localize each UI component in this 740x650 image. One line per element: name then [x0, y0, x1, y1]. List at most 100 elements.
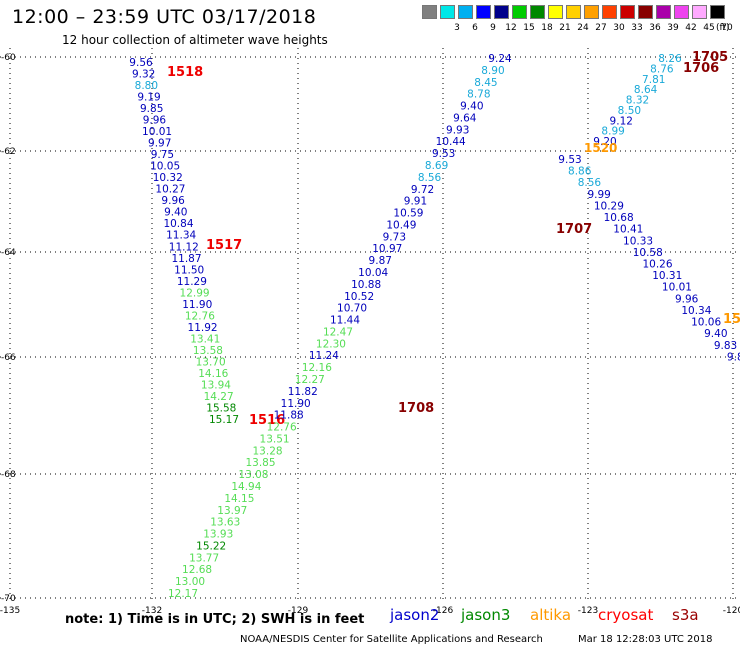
- lon-tick-label: -126: [433, 606, 454, 616]
- wave-height-label: 13.77: [189, 552, 219, 564]
- wave-height-label: 8.99: [601, 126, 624, 138]
- pass-time-label: 15: [723, 312, 740, 327]
- wave-height-label: 8.26: [658, 53, 682, 65]
- wave-height-label: 11.29: [177, 276, 207, 288]
- wave-height-label: 10.88: [351, 279, 381, 291]
- wave-height-label: 13.51: [260, 433, 290, 445]
- wave-height-label: 9.53: [558, 154, 581, 166]
- wave-height-label: 11.50: [174, 264, 204, 276]
- legend-label: 9: [490, 23, 496, 33]
- wave-height-label: 8.69: [425, 160, 448, 172]
- legend-swatch: [422, 5, 437, 19]
- page-title: 12:00 – 23:59 UTC 03/17/2018: [12, 6, 317, 28]
- lon-tick-label: -135: [0, 606, 20, 616]
- legend-label: 12: [505, 23, 517, 33]
- page-subtitle: 12 hour collection of altimeter wave hei…: [62, 33, 328, 47]
- wave-height-label: 12.16: [302, 362, 332, 374]
- wave-height-label: 10.33: [623, 235, 653, 247]
- legend-swatch: [512, 5, 527, 19]
- satellite-cryosat: cryosat: [598, 606, 654, 624]
- wave-height-label: 13.41: [190, 333, 220, 345]
- wave-height-label: 11.87: [171, 253, 201, 265]
- satellite-s3a: s3a: [672, 606, 699, 624]
- wave-height-label: 9.53: [432, 148, 455, 160]
- wave-height-label: 15.58: [206, 402, 236, 414]
- wave-height-label: 14.27: [204, 391, 234, 403]
- wave-height-label: 9.99: [587, 189, 610, 201]
- legend-label: 42: [685, 23, 697, 33]
- pass-time-label: 1708: [398, 401, 434, 416]
- legend-swatch: [584, 5, 599, 19]
- wave-height-label: 13.93: [203, 529, 233, 541]
- wave-height-label: 15.17: [209, 414, 239, 426]
- wave-height-label: 8.50: [618, 105, 641, 117]
- legend-label: 27: [595, 23, 607, 33]
- legend-label: 30: [613, 23, 625, 33]
- footer-timestamp: Mar 18 12:28:03 UTC 2018: [578, 634, 713, 645]
- wave-height-label: 9.73: [383, 231, 406, 243]
- legend-swatch: [602, 5, 617, 19]
- wave-height-label: 10.49: [386, 219, 416, 231]
- wave-height-label: 9.20: [593, 136, 616, 148]
- wave-height-label: 8.80: [135, 80, 158, 92]
- satellite-jason2: jason2: [390, 606, 440, 624]
- pass-time-label: 1706: [683, 61, 719, 76]
- legend-swatch: [530, 5, 545, 19]
- wave-height-label: 11.90: [182, 299, 212, 311]
- wave-height-label: 10.27: [155, 184, 185, 196]
- legend-swatch: [548, 5, 563, 19]
- wave-height-label: 13.70: [196, 356, 226, 368]
- lat-tick-label: -64: [1, 248, 16, 258]
- wave-height-label: 12.27: [295, 374, 325, 386]
- legend-label: 18: [541, 23, 553, 33]
- wave-height-label: 10.01: [142, 126, 172, 138]
- wave-height-label: 9.96: [675, 293, 699, 305]
- wave-height-label: 10.41: [613, 224, 643, 236]
- wave-height-label: 10.52: [344, 291, 374, 303]
- wave-height-label: 11.24: [309, 350, 339, 362]
- wave-height-label: 8.90: [481, 65, 504, 77]
- legend-label: 3: [454, 23, 460, 33]
- wave-height-label: 12.99: [180, 287, 210, 299]
- wave-height-label: 10.44: [436, 136, 466, 148]
- lat-tick-label: -60: [1, 53, 16, 63]
- legend-swatch: [638, 5, 653, 19]
- wave-height-label: 10.05: [150, 161, 180, 173]
- wave-height-label: 10.32: [153, 172, 183, 184]
- wave-height-label: 11.88: [274, 410, 304, 422]
- wave-height-label: 9.8: [727, 351, 740, 363]
- wave-height-label: 9.96: [143, 115, 167, 127]
- wave-height-label: 8.86: [568, 166, 592, 178]
- pass-time-label: 1518: [167, 65, 203, 80]
- legend-swatch: [566, 5, 581, 19]
- wave-height-label: 10.29: [594, 200, 624, 212]
- wave-height-label: 12.17: [168, 588, 198, 600]
- wave-height-label: 8.78: [467, 89, 490, 101]
- lon-tick-label: -132: [142, 606, 162, 616]
- legend-swatch: [692, 5, 707, 19]
- wave-height-label: 9.56: [129, 57, 153, 69]
- wave-height-label: 10.68: [604, 212, 634, 224]
- wave-height-label: 8.56: [578, 177, 602, 189]
- legend-swatch: [440, 5, 455, 19]
- wave-height-label: 8.45: [474, 77, 497, 89]
- pass-time-label: 1517: [206, 238, 242, 253]
- lat-tick-label: -68: [1, 470, 16, 480]
- wave-height-label: 9.91: [404, 196, 427, 208]
- legend-swatch: [476, 5, 491, 19]
- wave-height-label: 14.15: [224, 493, 254, 505]
- legend-swatch: [674, 5, 689, 19]
- wave-height-label: 8.76: [650, 63, 674, 75]
- legend-label: 6: [472, 23, 478, 33]
- pass-time-label: 1705: [692, 50, 728, 65]
- wave-height-label: 13.97: [217, 505, 247, 517]
- wave-height-label: 10.04: [358, 267, 388, 279]
- wave-height-label: 8.32: [626, 95, 649, 107]
- wave-height-label: 9.85: [140, 103, 163, 115]
- wave-height-label: 9.87: [369, 255, 392, 267]
- legend-swatch: [494, 5, 509, 19]
- wave-height-label: 13.08: [238, 469, 268, 481]
- wave-height-label: 9.40: [460, 101, 483, 113]
- wave-height-label: 9.12: [610, 115, 633, 127]
